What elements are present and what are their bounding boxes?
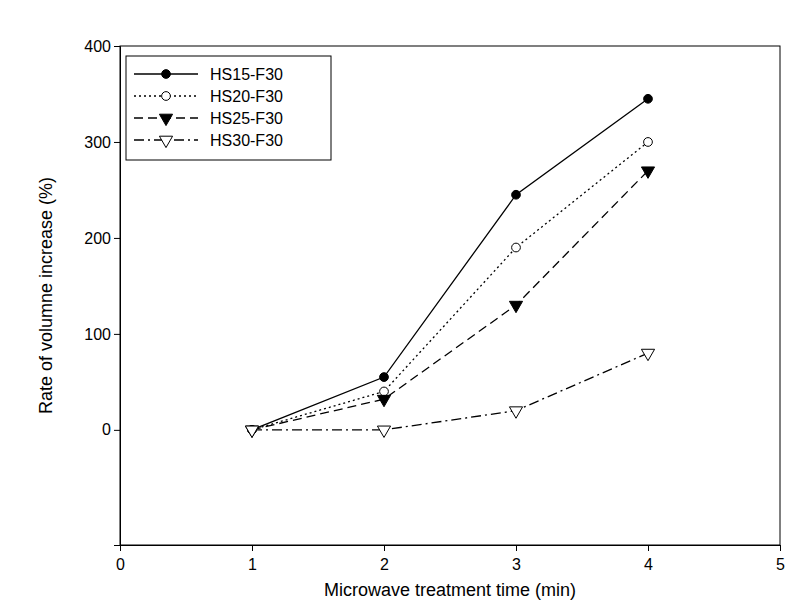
y-axis-title: Rate of volumne increase (%) xyxy=(36,177,56,414)
y-tick-label: 0 xyxy=(102,421,111,438)
series-marker xyxy=(245,426,258,437)
x-tick-label: 3 xyxy=(512,556,521,573)
series-line xyxy=(252,171,648,430)
x-axis-title: Microwave treatment time (min) xyxy=(324,580,576,600)
legend-marker xyxy=(159,136,172,147)
x-tick: 2 xyxy=(380,545,389,573)
y-tick-mark xyxy=(114,142,120,143)
x-tick: 5 xyxy=(776,545,785,573)
legend: HS15-F30 HS20-F30 HS25-F30 HS30-F30 xyxy=(126,56,331,160)
series-marker xyxy=(641,167,654,178)
x-tick: 0 xyxy=(116,545,125,573)
legend-label: HS30-F30 xyxy=(210,132,283,149)
series-marker xyxy=(380,373,389,382)
x-axis: 0 1 2 3 4 5 xyxy=(116,545,785,573)
legend-label: HS25-F30 xyxy=(210,110,283,127)
legend-marker xyxy=(162,92,171,101)
y-tick-mark xyxy=(114,334,120,335)
series-marker xyxy=(377,395,390,406)
series-marker xyxy=(644,94,653,103)
x-tick-label: 5 xyxy=(776,556,785,573)
y-tick-label: 100 xyxy=(84,326,111,343)
series-marker xyxy=(512,243,521,252)
y-tick-label: 300 xyxy=(84,134,111,151)
x-tick: 3 xyxy=(512,545,521,573)
series-marker xyxy=(377,426,390,437)
series-marker xyxy=(509,407,522,418)
x-tick-label: 2 xyxy=(380,556,389,573)
y-tick-label: 200 xyxy=(84,230,111,247)
y-tick: 400 xyxy=(84,38,120,55)
x-tick-mark xyxy=(252,545,253,551)
series-marker xyxy=(644,138,653,147)
series-marker xyxy=(509,301,522,312)
series-marker xyxy=(512,190,521,199)
y-tick-mark xyxy=(114,46,120,47)
x-tick-label: 0 xyxy=(116,556,125,573)
x-tick: 4 xyxy=(644,545,653,573)
series-marker xyxy=(380,387,389,396)
x-tick-mark xyxy=(648,545,649,551)
y-tick: 300 xyxy=(84,134,120,151)
legend-marker xyxy=(162,70,171,79)
chart: 0 1 2 3 4 5 0 100 200 300 400 HS15-F30 HS20-F30 HS25-… xyxy=(0,0,806,608)
legend-label: HS15-F30 xyxy=(210,66,283,83)
x-tick-label: 4 xyxy=(644,556,653,573)
y-tick: 0 xyxy=(102,421,120,438)
legend-label: HS20-F30 xyxy=(210,88,283,105)
y-tick: 100 xyxy=(84,326,120,343)
x-tick-mark xyxy=(780,545,781,551)
x-axis-line xyxy=(121,546,781,552)
x-tick-mark xyxy=(516,545,517,551)
y-tick-mark xyxy=(114,238,120,239)
legend-box xyxy=(126,56,331,160)
series-marker xyxy=(245,426,258,437)
y-tick-label: 400 xyxy=(84,38,111,55)
y-tick: 200 xyxy=(84,230,120,247)
y-axis-line xyxy=(114,47,121,546)
x-tick-label: 1 xyxy=(248,556,257,573)
plot-frame xyxy=(120,46,780,545)
legend-marker xyxy=(159,114,172,125)
series-line xyxy=(252,142,648,430)
series-marker xyxy=(641,349,654,360)
y-tick-mark xyxy=(114,430,120,431)
x-tick-mark xyxy=(384,545,385,551)
y-axis: 0 100 200 300 400 xyxy=(84,38,120,546)
x-tick: 1 xyxy=(248,545,257,573)
plot: 0 1 2 3 4 5 0 100 200 300 400 HS15-F30 HS20-F30 HS25-… xyxy=(84,38,785,573)
series-line xyxy=(252,353,648,430)
